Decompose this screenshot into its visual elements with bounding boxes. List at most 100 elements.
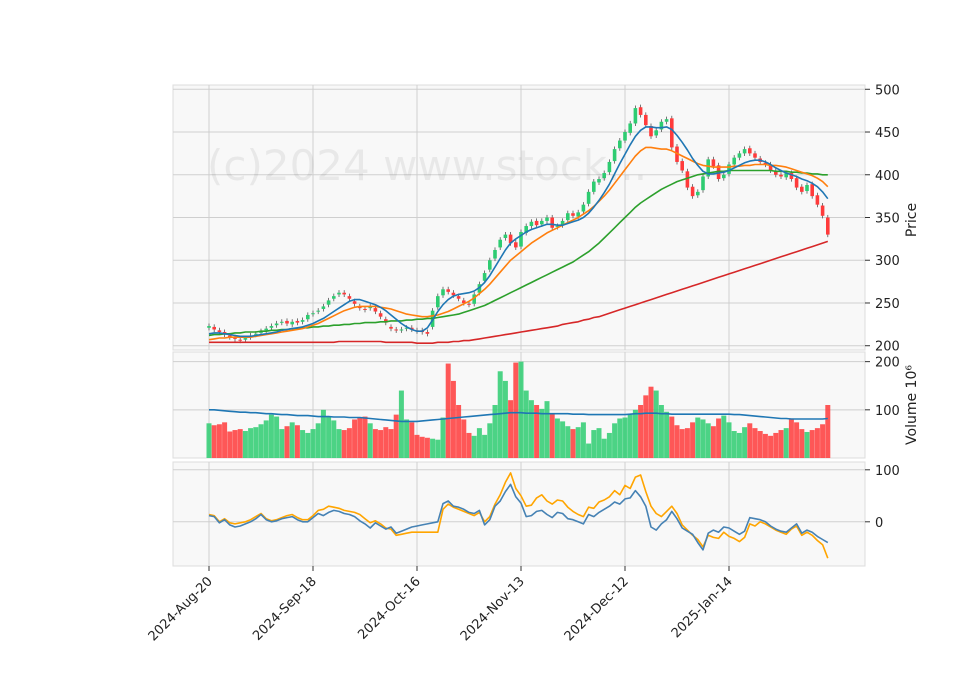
candle-body	[820, 205, 825, 216]
price-axis-label: Price	[904, 203, 920, 237]
x-tick-label: 2024-Dec-12	[562, 574, 632, 644]
volume-bar	[757, 431, 763, 458]
volume-bar	[258, 424, 264, 458]
candle-body	[664, 119, 669, 122]
volume-bar	[736, 432, 742, 458]
candle-body	[363, 308, 367, 310]
candle-body	[550, 217, 554, 228]
candle-body	[280, 321, 284, 323]
candle-body	[727, 164, 731, 174]
candle-body	[701, 176, 705, 191]
volume-bar	[216, 424, 222, 458]
candle-body	[654, 130, 658, 136]
volume-bar	[762, 433, 768, 458]
candle-body	[389, 326, 393, 329]
x-tick-label: 2024-Oct-16	[355, 574, 423, 642]
price-ytick-label: 400	[875, 169, 900, 184]
volume-bar	[820, 424, 826, 458]
candle-body	[238, 339, 242, 341]
candle-body	[295, 320, 300, 323]
candle-body	[810, 184, 814, 197]
candle-body	[373, 308, 378, 312]
price-ytick-label: 250	[875, 297, 900, 312]
volume-bar	[430, 438, 436, 458]
candle-body	[342, 292, 346, 295]
candle-body	[571, 213, 575, 216]
candle-body	[254, 333, 258, 335]
moving-average-blue	[208, 126, 829, 338]
candle-body	[269, 326, 274, 328]
candle-body	[607, 161, 612, 173]
candle-body	[638, 107, 643, 115]
candle-body	[358, 306, 362, 309]
volume-bar	[362, 416, 368, 458]
volume-bar	[560, 421, 566, 458]
volume-bar	[716, 418, 722, 458]
volume-bar	[222, 422, 228, 458]
candle-body	[696, 191, 700, 196]
volume-bar	[326, 416, 332, 458]
volume-bar	[398, 390, 404, 458]
volume-bar	[523, 390, 529, 458]
candle-body	[763, 162, 768, 165]
volume-bar	[518, 361, 524, 458]
candle-body	[732, 157, 736, 165]
volume-panel: 100 200	[172, 351, 900, 459]
candle-body	[545, 217, 549, 221]
volume-bar	[570, 429, 576, 458]
volume-bar	[575, 427, 581, 458]
volume-bar	[492, 405, 498, 458]
candle-body	[514, 242, 518, 248]
volume-bar	[705, 423, 711, 458]
volume-bar	[773, 432, 779, 458]
volume-bar	[274, 416, 280, 458]
price-ytick-label: 300	[875, 254, 900, 269]
candle-body	[529, 221, 534, 227]
volume-bar	[450, 380, 456, 458]
volume-bar	[627, 414, 633, 458]
volume-bar	[768, 435, 774, 458]
volume-bar	[352, 419, 358, 458]
price-ytick-label: 500	[875, 83, 900, 98]
watermark: (c)2024 www.stock...	[207, 141, 647, 190]
candle-body	[742, 149, 747, 154]
candle-body	[644, 114, 648, 126]
volume-bar	[580, 422, 586, 458]
candle-body	[789, 173, 794, 180]
oscillator-panel: 0 100	[172, 461, 900, 567]
volume-bar	[310, 429, 316, 458]
volume-bar	[638, 405, 644, 458]
volume-bar	[721, 415, 727, 458]
volume-bar	[825, 405, 831, 458]
volume-bar	[372, 429, 378, 458]
volume-bar	[528, 400, 534, 458]
volume-bar	[435, 439, 441, 458]
volume-bar	[440, 417, 446, 458]
candle-body	[670, 118, 674, 148]
volume-bar	[461, 419, 467, 458]
oscillator-blue-line	[208, 483, 829, 551]
volume-bar	[549, 413, 555, 458]
candle-body	[524, 226, 528, 233]
volume-bar	[378, 430, 384, 458]
volume-bar	[617, 418, 623, 458]
volume-bar	[445, 363, 451, 458]
volume-ytick-label: 100	[875, 404, 900, 419]
volume-bar	[320, 409, 326, 458]
volume-bar	[710, 426, 716, 458]
candle-body	[576, 212, 580, 217]
candle-body	[228, 335, 232, 338]
volume-bar	[279, 429, 285, 458]
candle-body	[207, 326, 211, 328]
volume-bar	[778, 430, 784, 458]
candle-body	[768, 164, 773, 171]
volume-bar	[565, 426, 571, 458]
candle-body	[399, 329, 404, 331]
candle-body	[592, 181, 596, 192]
candle-body	[722, 174, 726, 179]
oscillator-orange-line	[208, 472, 829, 559]
candle-body	[285, 320, 289, 324]
volume-bar	[809, 430, 815, 458]
oscillator-background	[172, 461, 866, 567]
